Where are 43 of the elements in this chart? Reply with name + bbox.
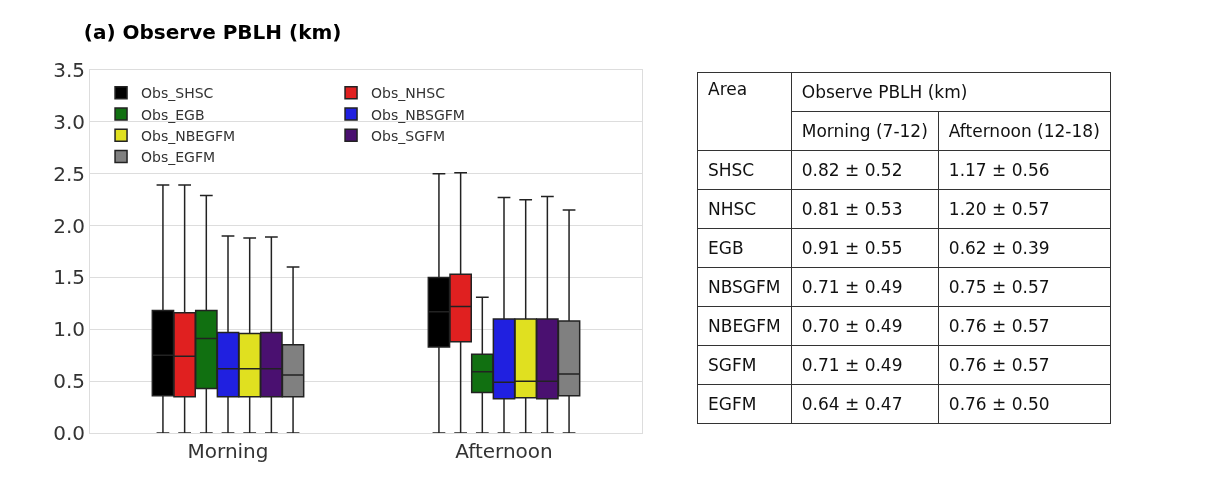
text: 0.81 ± 0.53 [801, 199, 903, 219]
text: 0.91 ± 0.55 [801, 238, 903, 258]
y-tick-label: 2.5 [53, 161, 85, 186]
category-label: NBEGFM [708, 316, 781, 336]
category-label: NBSGFM [708, 277, 781, 297]
text: 0.71 ± 0.49 [801, 277, 903, 297]
category-label: EGFM [708, 394, 757, 414]
text: 1.20 ± 0.57 [948, 199, 1050, 219]
text: 0.64 ± 0.47 [801, 394, 903, 414]
legend-label: Obs_NBEGFM [141, 127, 236, 144]
x-tick-label: Morning [187, 439, 269, 463]
legend-label: Obs_SHSC [141, 85, 214, 102]
category-label: EGB [708, 238, 744, 258]
y-tick-label: 0.5 [53, 369, 85, 394]
category-label: Afternoon (12-18) [938, 111, 1111, 151]
legend-label: Obs_SGFM [371, 127, 446, 144]
category-label: SGFM [708, 355, 757, 375]
text: 0.76 ± 0.50 [948, 394, 1050, 414]
y-tick-label: 2.0 [53, 213, 85, 238]
legend-label: Obs_NBSGFM [371, 106, 465, 123]
category-label: NHSC [708, 199, 757, 219]
text: 0.75 ± 0.57 [948, 277, 1050, 297]
text: Area [697, 72, 792, 151]
legend-label: Obs_EGFM [141, 148, 216, 165]
text: 0.82 ± 0.52 [801, 160, 903, 180]
y-tick-label: 3.5 [53, 58, 85, 82]
text: Observe PBLH (km) [791, 72, 1111, 112]
y-tick-label: 1.0 [53, 317, 85, 342]
text: 0.76 ± 0.57 [948, 355, 1050, 375]
category-label: SHSC [708, 160, 755, 180]
text: 1.17 ± 0.56 [948, 160, 1050, 180]
text: 0.76 ± 0.57 [948, 316, 1050, 336]
y-tick-label: 0.0 [53, 421, 85, 445]
x-tick-label: Afternoon [455, 439, 553, 463]
legend-label: Obs_NHSC [371, 85, 446, 102]
y-tick-label: 1.5 [53, 265, 85, 290]
legend-label: Obs_EGB [141, 106, 205, 123]
text: 0.62 ± 0.39 [948, 238, 1050, 258]
category-label: Morning (7-12) [791, 111, 939, 151]
y-tick-label: 3.0 [53, 109, 85, 134]
text: 0.71 ± 0.49 [801, 355, 903, 375]
text: 0.70 ± 0.49 [801, 316, 903, 336]
chart-title: (a) Observe PBLH (km) [83, 19, 342, 44]
